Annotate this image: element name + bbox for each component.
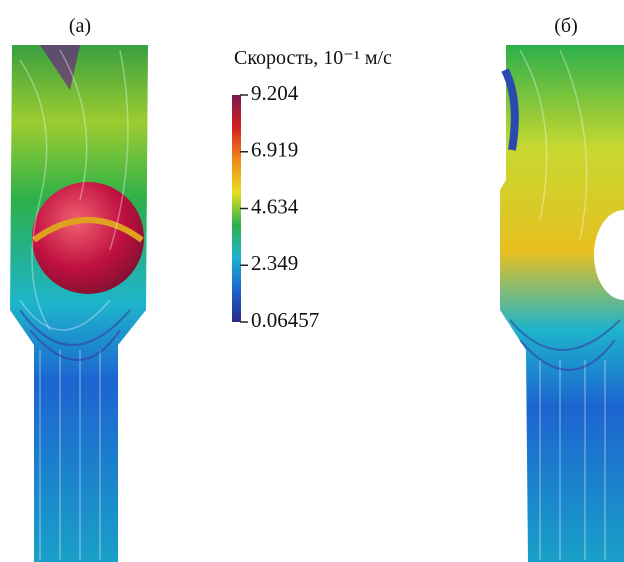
tick-label: 9.204 <box>251 81 299 105</box>
flow-image-a <box>10 45 148 562</box>
panel-label: (б) <box>554 15 578 37</box>
flow-image-b <box>500 45 624 562</box>
tick-label: 2.349 <box>251 251 298 275</box>
panel-label: (а) <box>69 15 91 37</box>
colorbar-title: Скорость, 10⁻¹ м/с <box>234 47 392 69</box>
tick-label: 6.919 <box>251 138 298 162</box>
tick-label: 4.634 <box>251 194 299 218</box>
tick-label: 0.06457 <box>251 308 319 332</box>
colorbar-scale <box>232 95 241 322</box>
colorbar: 9.204 6.919 4.634 2.349 0.06457 <box>232 81 319 332</box>
